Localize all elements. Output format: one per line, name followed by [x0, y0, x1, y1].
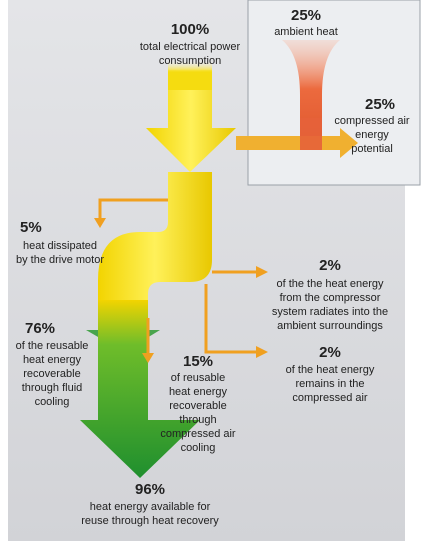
description: potential [351, 143, 393, 155]
description: of the heat energy [286, 364, 375, 376]
input-arrow [146, 70, 236, 172]
percent: 96% [135, 481, 165, 498]
compressed-air-arrow [236, 128, 358, 158]
description: heat energy [169, 386, 228, 398]
description: ambient heat [274, 26, 338, 38]
arrow-heads [94, 218, 268, 363]
description: from the compressor [280, 292, 381, 304]
description: compressed air [334, 115, 410, 127]
percent: 2% [319, 257, 341, 274]
ambient-flow [282, 40, 340, 138]
description: total electrical power [140, 41, 241, 53]
percent: 25% [291, 7, 321, 24]
percent: 2% [319, 344, 341, 361]
description: compressed air [160, 428, 236, 440]
description: compressed air [292, 392, 368, 404]
percent: 25% [365, 96, 395, 113]
description: recoverable [169, 400, 226, 412]
description: of the reusable [16, 340, 89, 352]
description: consumption [159, 55, 221, 67]
description: heat dissipated [23, 240, 97, 252]
description: energy [355, 129, 389, 141]
thin-arrows [98, 198, 258, 355]
ambient-join [300, 118, 322, 150]
description: reuse through heat recovery [81, 515, 219, 527]
output-arrow [80, 300, 200, 478]
description: heat energy [23, 354, 82, 366]
description: through fluid [22, 382, 83, 394]
percent: 5% [20, 219, 42, 236]
description: ambient surroundings [277, 320, 383, 332]
description: remains in the [295, 378, 364, 390]
description: heat energy available for [90, 501, 211, 513]
description: through [179, 414, 216, 426]
step-flow [98, 172, 212, 315]
percent: 76% [25, 320, 55, 337]
description: of the the heat energy [276, 278, 384, 290]
description: of reusable [171, 372, 225, 384]
description: recoverable [23, 368, 80, 380]
inset-box [247, 0, 421, 186]
description: cooling [35, 396, 70, 408]
percent: 100% [171, 21, 209, 38]
description: by the drive motor [16, 254, 104, 266]
description: cooling [181, 442, 216, 454]
description: system radiates into the [272, 306, 388, 318]
input-fade [168, 60, 212, 90]
percent: 15% [183, 353, 213, 370]
labels: 25% ambient heat 25% compressed air energy po… [16, 7, 410, 527]
